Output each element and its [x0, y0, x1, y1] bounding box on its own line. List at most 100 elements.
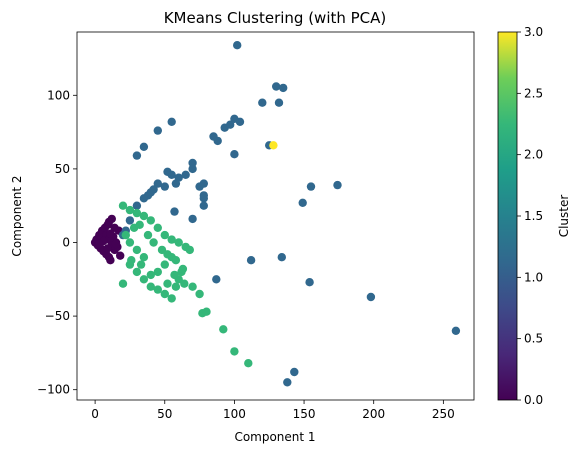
x-tick-label: 200 — [362, 407, 385, 421]
cluster-1-point — [366, 292, 376, 302]
cluster-2-point — [153, 223, 162, 232]
cluster-1-point — [160, 182, 169, 191]
cluster-1-point — [153, 179, 162, 188]
cluster-1-point — [246, 256, 256, 265]
cluster-1-point — [306, 182, 316, 191]
y-axis-label: Component 2 — [10, 175, 24, 256]
x-tick-label: 250 — [432, 407, 455, 421]
colorbar-tick-label: 0.5 — [524, 332, 543, 346]
cluster-2-point — [146, 282, 155, 291]
cluster-2-point — [118, 279, 128, 288]
cluster-2-point — [146, 216, 155, 225]
cluster-0-point — [107, 214, 117, 224]
cluster-2-point — [160, 230, 169, 240]
cluster-2-point — [132, 267, 142, 277]
cluster-1-point — [125, 216, 135, 225]
cluster-2-point — [219, 325, 228, 334]
cluster-1-point — [153, 126, 162, 135]
cluster-2-point — [163, 250, 172, 259]
chart-title: KMeans Clustering (with PCA) — [164, 9, 387, 27]
cluster-1-point — [171, 179, 181, 188]
cluster-2-point — [127, 256, 136, 265]
y-axis-ticks: −100 −50 0 50 100 — [37, 88, 77, 397]
cluster-2-point — [136, 260, 146, 269]
cluster-2-point — [163, 279, 172, 288]
cluster-2-point — [188, 282, 197, 291]
cluster-2-point — [178, 264, 188, 274]
cluster-1-point — [139, 142, 149, 151]
cluster-2-point — [185, 245, 194, 255]
cluster-2-point — [167, 294, 176, 303]
cluster-1-point — [170, 207, 179, 216]
cluster-2-point — [125, 238, 135, 247]
colorbar-tick-label: 2.5 — [524, 86, 543, 100]
cluster-0-point — [103, 244, 112, 253]
cluster-2-point — [153, 285, 162, 294]
cluster-2-point — [143, 230, 153, 240]
y-tick-label: 0 — [62, 235, 70, 249]
cluster-1-point — [167, 170, 176, 179]
cluster-1-point — [277, 253, 286, 262]
x-axis-ticks: 0 50 100 150 200 250 — [91, 400, 455, 421]
cluster-2-point — [160, 260, 169, 269]
colorbar-tick-label: 2.0 — [524, 148, 543, 162]
cluster-1-point — [290, 367, 299, 377]
x-tick-label: 100 — [223, 407, 246, 421]
colorbar — [497, 31, 518, 401]
cluster-2-point — [135, 220, 144, 229]
y-tick-label: −50 — [45, 309, 70, 323]
cluster-1-point — [199, 179, 208, 188]
cluster-1-point — [272, 82, 281, 91]
cluster-2-point — [202, 307, 211, 316]
cluster-1-point — [226, 120, 235, 129]
cluster-1-point — [188, 214, 197, 224]
cluster-1-point — [235, 117, 245, 127]
cluster-2-point — [149, 238, 158, 247]
cluster-1-point — [212, 275, 221, 284]
colorbar-tick-label: 0.0 — [524, 393, 543, 407]
cluster-1-point — [132, 201, 142, 210]
cluster-1-point — [298, 198, 307, 207]
cluster-2-point — [195, 289, 204, 299]
cluster-0-point — [110, 223, 119, 232]
cluster-2-point — [125, 205, 135, 215]
cluster-2-point — [180, 279, 189, 288]
cluster-1-point — [188, 158, 197, 168]
cluster-2-point — [139, 275, 149, 284]
cluster-2-point — [146, 270, 155, 280]
cluster-1-point — [279, 83, 288, 93]
cluster-1-point — [199, 194, 208, 203]
cluster-1-point — [199, 201, 208, 210]
cluster-0-point — [106, 229, 115, 238]
plot-points — [90, 41, 461, 387]
y-tick-label: −100 — [37, 383, 70, 397]
cluster-1-point — [233, 41, 242, 50]
cluster-2-point — [160, 289, 169, 299]
cluster-0-point — [111, 239, 121, 249]
colorbar-tick-label: 1.5 — [524, 209, 543, 223]
cluster-1-point — [305, 278, 314, 287]
cluster-3-point — [269, 141, 278, 150]
cluster-2-point — [230, 347, 239, 356]
cluster-1-point — [132, 151, 142, 160]
cluster-1-point — [188, 164, 197, 174]
cluster-1-point — [451, 326, 461, 335]
cluster-2-point — [121, 230, 130, 240]
cluster-1-point — [230, 150, 239, 159]
cluster-1-point — [213, 136, 222, 146]
colorbar-ticks: 0.0 0.5 1.0 1.5 2.0 2.5 3.0 — [517, 25, 543, 407]
cluster-2-point — [118, 201, 128, 210]
cluster-1-point — [139, 194, 149, 203]
colorbar-tick-label: 3.0 — [524, 25, 543, 39]
cluster-2-point — [174, 238, 183, 247]
cluster-2-point — [139, 211, 149, 221]
cluster-2-point — [132, 208, 142, 218]
cluster-1-point — [274, 98, 284, 107]
cluster-2-point — [132, 245, 142, 255]
cluster-2-point — [153, 267, 162, 277]
plot-area-frame — [76, 31, 475, 401]
y-tick-label: 50 — [55, 162, 70, 176]
x-tick-label: 50 — [157, 407, 172, 421]
cluster-2-point — [171, 282, 181, 291]
